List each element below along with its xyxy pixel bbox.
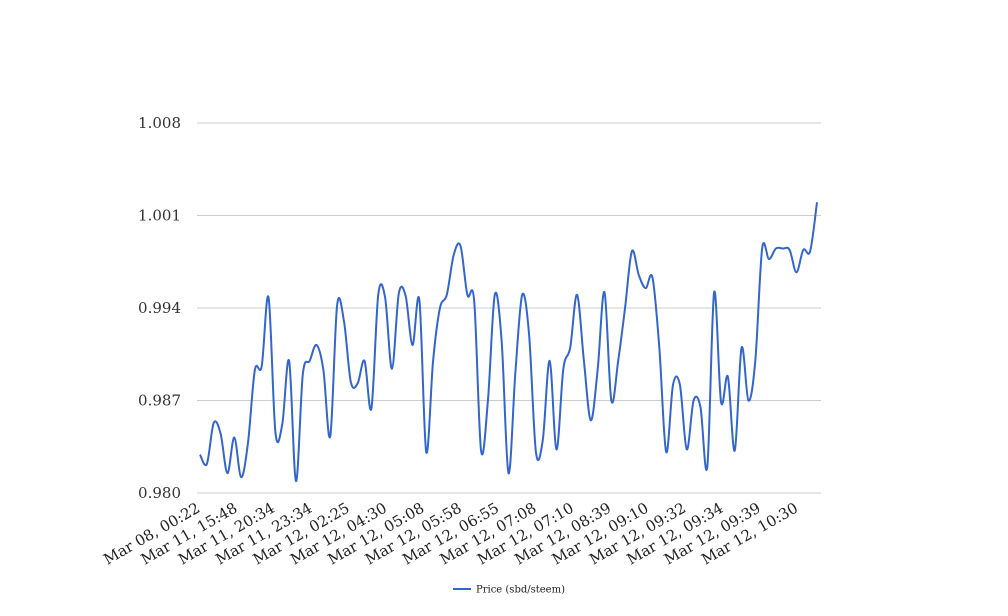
y-tick-label: 0.987 [138, 392, 181, 410]
y-tick-label: 1.008 [138, 114, 181, 132]
legend-label: Price (sbd/steem) [476, 585, 565, 596]
series-layer [199, 202, 818, 483]
series-line-price [199, 202, 818, 483]
y-tick-label: 0.980 [138, 484, 181, 502]
gridlines [197, 122, 821, 494]
y-axis-ticks: 0.980 0.987 0.994 1.001 1.008 [138, 114, 181, 502]
y-tick-label: 1.001 [138, 207, 181, 225]
y-tick-label: 0.994 [138, 299, 181, 317]
legend: Price (sbd/steem) [453, 585, 565, 596]
